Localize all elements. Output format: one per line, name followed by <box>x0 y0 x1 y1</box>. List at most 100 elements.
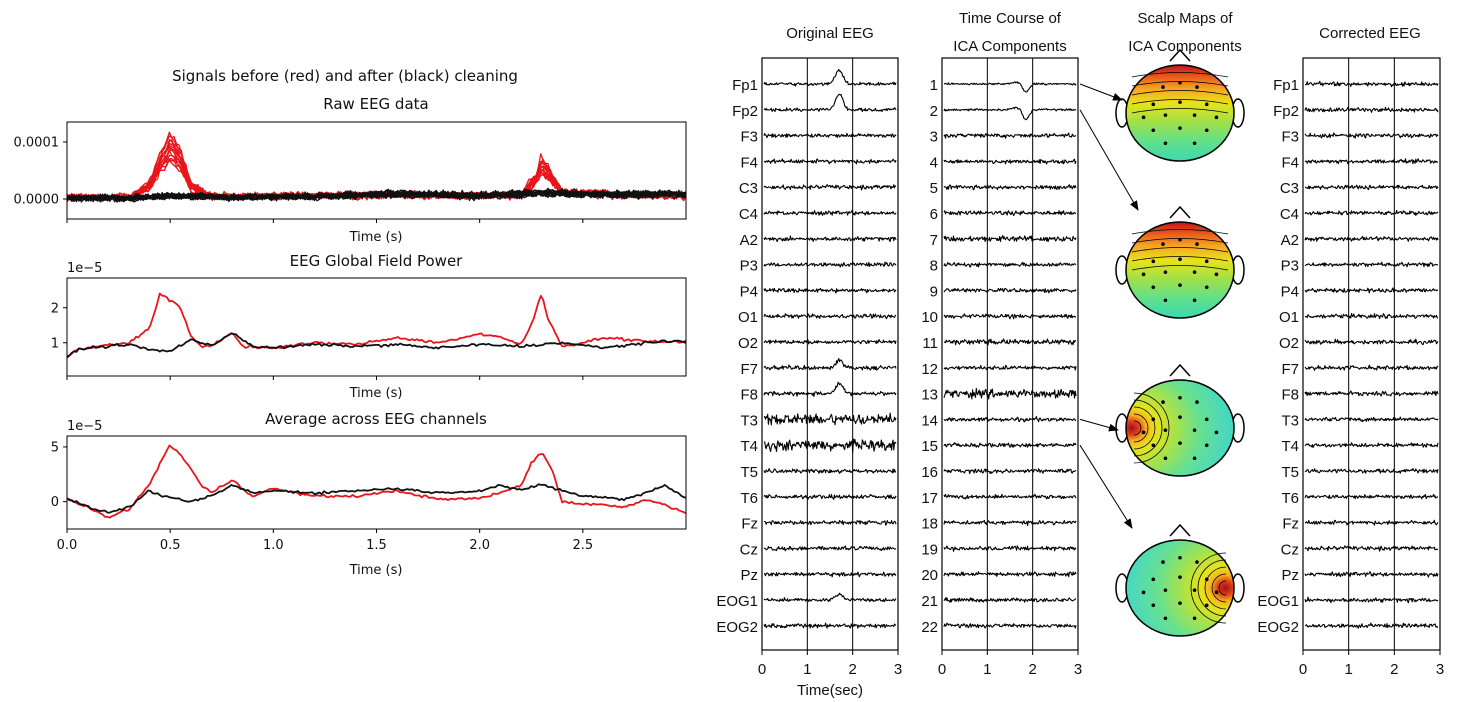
gfp-offset-label: 1e−5 <box>67 261 102 276</box>
channel-label: F3 <box>1281 129 1299 146</box>
electrode-dot <box>1195 560 1199 564</box>
eeg-trace <box>763 261 897 268</box>
eeg-trace <box>763 68 897 87</box>
channel-label: T4 <box>740 438 758 455</box>
channel-label: T4 <box>1281 438 1299 455</box>
channel-label: C3 <box>1280 180 1299 197</box>
eeg-trace <box>1304 364 1439 371</box>
scalp-map-14 <box>1115 363 1245 477</box>
scalp-maps-panel: Scalp Maps of ICA Components <box>1115 10 1245 637</box>
electrode-dot <box>1214 115 1219 120</box>
eeg-trace <box>1304 261 1439 268</box>
eeg-trace <box>1304 622 1439 629</box>
series-line <box>66 444 687 519</box>
channel-label: O2 <box>1279 335 1299 352</box>
contour-line <box>1190 552 1227 624</box>
series-after-black <box>66 187 687 203</box>
eeg-trace <box>1304 442 1439 449</box>
corrected-eeg-panel: Corrected EEG Fp1 Fp2 F3 F4 C3 C4 A2 P3 P4 O1 O2 F7… <box>1257 25 1444 678</box>
eeg-trace <box>1304 287 1439 294</box>
series-before-red <box>66 292 687 359</box>
channel-label: EOG2 <box>1257 619 1299 636</box>
xtick-label: 3 <box>1074 661 1082 678</box>
channel-label: T3 <box>1281 412 1299 429</box>
channel-label: Pz <box>740 567 758 584</box>
electrode-dot <box>1204 577 1209 582</box>
xtick-label: 2 <box>1390 661 1398 678</box>
panel-frame <box>1302 57 1441 651</box>
electrode-dot <box>1195 242 1199 246</box>
electrode-dot <box>1192 141 1197 146</box>
channel-label: T3 <box>740 412 758 429</box>
electrode-dot <box>1163 456 1168 461</box>
component-label: 1 <box>930 77 938 94</box>
electrode-dot <box>1151 577 1156 582</box>
nose <box>1169 48 1191 62</box>
electrode-dot <box>1151 102 1156 107</box>
eeg-trace <box>943 597 1076 603</box>
electrode-dot <box>1178 555 1182 560</box>
eeg-trace <box>763 357 897 371</box>
original-eeg-xlabel: Time(sec) <box>797 682 863 699</box>
channel-label: T5 <box>1281 464 1299 481</box>
series-line <box>66 292 687 359</box>
electrode-dot <box>1163 616 1168 621</box>
series-line <box>66 187 687 201</box>
channel-label: EOG1 <box>1257 593 1299 610</box>
electrode-dot <box>1204 128 1209 133</box>
eeg-trace <box>764 519 897 526</box>
series-line <box>66 483 687 514</box>
xtick-label: 3 <box>1436 661 1444 678</box>
eeg-trace <box>1304 132 1439 139</box>
scalp-map-2 <box>1115 205 1245 319</box>
component-label: 5 <box>930 180 938 197</box>
xtick-label: 2 <box>848 661 856 678</box>
eeg-trace <box>1304 571 1439 578</box>
component-arrows <box>1079 83 1139 529</box>
component-label: 14 <box>921 412 938 429</box>
eeg-trace <box>763 622 897 629</box>
eeg-trace <box>763 209 897 216</box>
eeg-trace <box>1304 106 1439 113</box>
component-label: 22 <box>921 619 938 636</box>
eeg-trace <box>943 571 1077 578</box>
channel-label: T5 <box>740 464 758 481</box>
electrode-dot <box>1151 443 1156 448</box>
electrode-dot <box>1192 588 1197 592</box>
xtick-label: 2.5 <box>572 538 593 553</box>
contour-line <box>1131 108 1229 114</box>
electrode-dot <box>1178 283 1182 287</box>
contour-line <box>1131 72 1229 78</box>
contour-line <box>1131 229 1229 235</box>
eeg-trace <box>1305 184 1439 191</box>
electrode-dot <box>1192 616 1197 621</box>
eeg-trace <box>763 468 897 474</box>
average-axes: Average across EEG channels 1e−5 Time (s… <box>51 410 687 578</box>
nose <box>1169 523 1191 537</box>
eeg-trace <box>943 416 1077 423</box>
channel-label: A2 <box>1281 232 1299 249</box>
electrode-dot <box>1163 298 1168 303</box>
plot-area <box>66 444 687 519</box>
eeg-trace <box>943 106 1077 121</box>
channel-label: P3 <box>740 258 758 275</box>
channel-label: T6 <box>740 490 758 507</box>
electrode-dot <box>1178 441 1182 445</box>
channel-label: F8 <box>1281 387 1299 404</box>
gfp-axes: EEG Global Field Power 1e−5 Time (s) 1 2 <box>51 252 687 401</box>
eeg-trace <box>943 364 1077 371</box>
contour-line <box>1133 413 1149 443</box>
eeg-trace <box>943 210 1077 217</box>
ytick-label: 0 <box>51 495 59 510</box>
channel-label: Fz <box>741 516 758 533</box>
channel-label: P4 <box>740 283 758 300</box>
eeg-trace <box>943 519 1077 527</box>
channel-label: Cz <box>740 541 758 558</box>
eeg-trace <box>1304 313 1439 320</box>
eeg-trace <box>763 339 897 345</box>
channel-label: Fp1 <box>1273 77 1299 94</box>
eeg-trace <box>943 338 1077 346</box>
xtick-label: 2.0 <box>469 538 490 553</box>
electrode-dot <box>1214 590 1219 595</box>
